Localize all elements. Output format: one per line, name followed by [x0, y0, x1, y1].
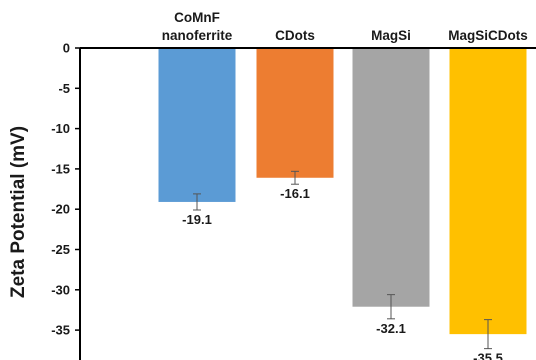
labels-layer: -19.1 CoMnF nanoferrite -16.1 CDots -32.1 MagS… — [51, 10, 528, 360]
y-axis-title: Zeta Potential (mV) — [8, 126, 29, 298]
category-label-1-0: CDots — [275, 28, 315, 43]
y-tick-label-2: -10 — [51, 121, 70, 136]
y-tick-label-7: -35 — [51, 323, 70, 338]
y-tick-label-6: -30 — [51, 282, 70, 297]
category-label-3-0: MagSiCDots — [448, 28, 528, 43]
category-label-0-0: CoMnF — [174, 10, 220, 25]
y-tick-label-5: -25 — [51, 242, 70, 257]
y-tick-label-1: -5 — [58, 81, 70, 96]
data-label-0: -19.1 — [182, 212, 212, 227]
bar-1 — [256, 48, 334, 178]
data-label-1: -16.1 — [280, 186, 310, 201]
axes-layer — [75, 47, 536, 360]
data-label-3: -35.5 — [473, 351, 503, 360]
y-tick-label-3: -15 — [51, 161, 70, 176]
bars-layer — [158, 48, 527, 335]
error-bars-layer — [193, 170, 492, 350]
bar-0 — [158, 48, 236, 202]
y-tick-label-4: -20 — [51, 202, 70, 217]
bar-3 — [449, 48, 527, 335]
bar-2 — [352, 48, 430, 307]
data-label-2: -32.1 — [376, 321, 406, 336]
category-label-0-1: nanoferrite — [162, 28, 233, 43]
category-label-2-0: MagSi — [371, 28, 411, 43]
y-tick-label-0: 0 — [63, 41, 70, 56]
